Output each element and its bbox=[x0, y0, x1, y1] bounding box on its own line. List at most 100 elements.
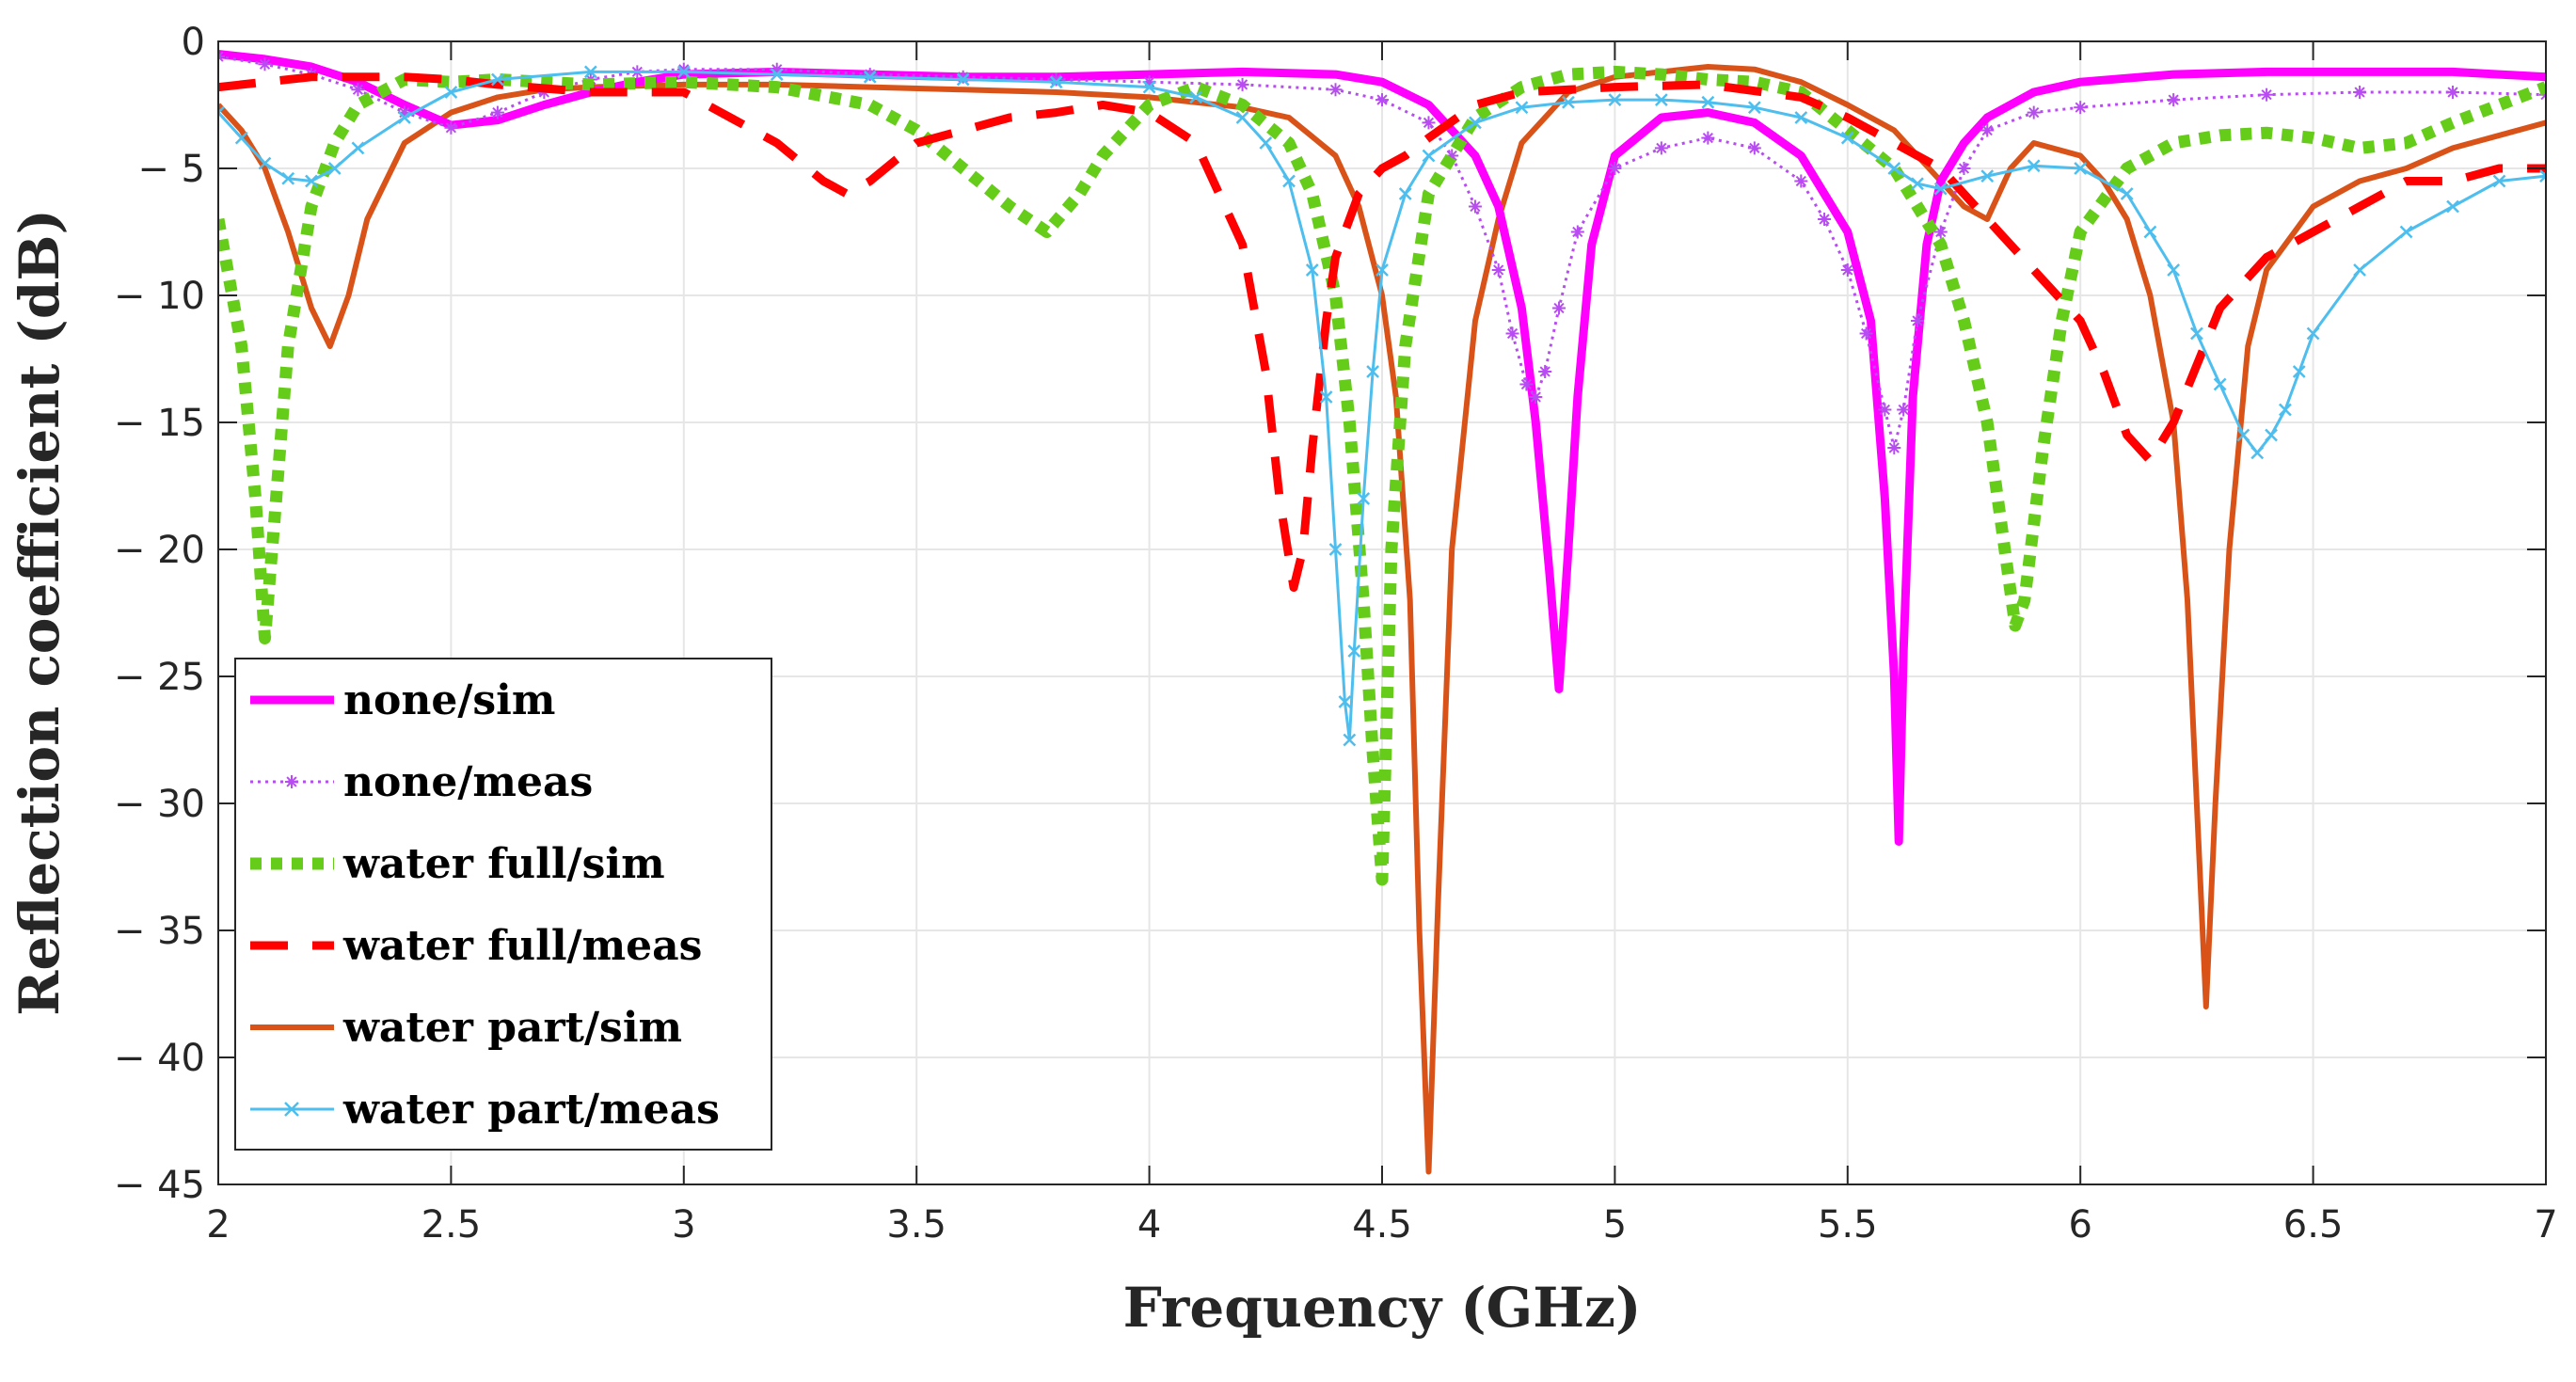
legend-marker-5 bbox=[284, 1102, 299, 1117]
marker-stroke bbox=[286, 776, 297, 787]
marker-stroke bbox=[1236, 79, 1248, 90]
series-5-marker-49 bbox=[2167, 263, 2181, 277]
series-5-marker-5 bbox=[327, 162, 342, 175]
series-1-marker-34 bbox=[1818, 213, 1832, 226]
series-5-marker-32 bbox=[1469, 116, 1482, 130]
marker-stroke bbox=[1842, 264, 1853, 276]
series-1-marker-31 bbox=[1701, 131, 1715, 145]
marker-stroke bbox=[1259, 136, 1273, 150]
series-1-marker-40 bbox=[1911, 314, 1925, 327]
series-5-marker-31 bbox=[1422, 149, 1436, 163]
marker-stroke bbox=[1747, 101, 1761, 115]
series-5-marker-20 bbox=[1282, 174, 1296, 188]
marker-stroke bbox=[218, 105, 225, 115]
marker-stroke bbox=[1572, 226, 1583, 238]
series-5-marker-56 bbox=[2292, 365, 2306, 378]
series-5-marker-61 bbox=[2492, 174, 2506, 188]
marker-stroke bbox=[2279, 403, 2292, 417]
marker-stroke bbox=[2399, 225, 2413, 239]
marker-stroke bbox=[1305, 263, 1319, 277]
x-axis-label: Frequency (GHz) bbox=[1123, 1276, 1642, 1340]
marker-stroke bbox=[2354, 87, 2365, 98]
series-1-marker-21 bbox=[1468, 199, 1482, 214]
marker-stroke bbox=[1343, 733, 1357, 747]
marker-stroke bbox=[2539, 169, 2546, 178]
series-5-marker-6 bbox=[351, 141, 365, 155]
series-5-marker-36 bbox=[1654, 93, 1668, 106]
series-5-marker-62 bbox=[2539, 169, 2546, 183]
x-tick-label-2: 3 bbox=[672, 1203, 695, 1247]
marker-stroke bbox=[1912, 315, 1923, 326]
y-tick-label-9: − 45 bbox=[114, 1164, 205, 1207]
marker-stroke bbox=[445, 122, 457, 134]
series-5-marker-33 bbox=[1515, 101, 1529, 115]
series-5-marker-44 bbox=[1980, 169, 1995, 183]
marker-stroke bbox=[1933, 182, 1948, 196]
marker-stroke bbox=[352, 84, 364, 95]
series-5-marker-8 bbox=[444, 86, 458, 99]
series-1-marker-14 bbox=[1049, 72, 1063, 87]
legend-marker-1 bbox=[285, 775, 298, 788]
x-tick-label-6: 5 bbox=[1603, 1203, 1627, 1247]
y-tick-label-8: − 40 bbox=[114, 1037, 205, 1080]
x-tick-label-1: 2.5 bbox=[421, 1203, 482, 1247]
series-1-marker-36 bbox=[1859, 326, 1873, 341]
marker-stroke bbox=[2492, 174, 2506, 188]
series-5-marker-34 bbox=[1562, 95, 1575, 109]
series-5-marker-2 bbox=[258, 156, 272, 170]
axis-ticks: 2 2.5 3 3.5 4 4.5 5 5.5 6 6.5 7 0 − 5 − 10 − 15 − 20 − 2… bbox=[114, 21, 2558, 1247]
marker-stroke bbox=[218, 51, 224, 58]
marker-stroke bbox=[1609, 163, 1621, 174]
series-5-marker-38 bbox=[1747, 101, 1761, 115]
marker-stroke bbox=[398, 111, 411, 124]
series-5-marker-29 bbox=[1375, 263, 1389, 277]
marker-stroke bbox=[2075, 102, 2086, 113]
series-3 bbox=[218, 72, 2546, 592]
series-5-marker-55 bbox=[2279, 403, 2292, 417]
marker-stroke bbox=[1366, 365, 1379, 378]
legend-label-3: water full/meas bbox=[342, 922, 702, 970]
series-1-marker-26 bbox=[1538, 365, 1552, 378]
series-5-marker-40 bbox=[1840, 131, 1854, 145]
series-5-marker-25 bbox=[1343, 733, 1357, 747]
marker-stroke bbox=[2540, 93, 2546, 101]
marker-stroke bbox=[1898, 404, 1909, 416]
marker-stroke bbox=[1422, 149, 1436, 163]
marker-stroke bbox=[956, 72, 970, 87]
series-5-marker-9 bbox=[490, 72, 504, 87]
marker-stroke bbox=[444, 86, 458, 99]
series-5-marker-10 bbox=[583, 65, 597, 79]
series-5-marker-30 bbox=[1398, 187, 1412, 200]
marker-stroke bbox=[676, 65, 691, 79]
legend-box bbox=[234, 658, 772, 1151]
marker-stroke bbox=[327, 162, 342, 175]
series-5-marker-35 bbox=[1608, 93, 1622, 106]
series-1-marker-6 bbox=[490, 105, 504, 119]
marker-stroke bbox=[1879, 404, 1890, 416]
marker-stroke bbox=[770, 68, 784, 81]
marker-stroke bbox=[1282, 174, 1296, 188]
series-1-marker-47 bbox=[2260, 87, 2274, 102]
marker-stroke bbox=[1329, 84, 1342, 95]
marker-stroke bbox=[2261, 89, 2272, 101]
series-5-marker-0 bbox=[218, 105, 225, 119]
marker-stroke bbox=[1515, 101, 1529, 115]
marker-stroke bbox=[1654, 93, 1668, 106]
legend-item-3: water full/meas bbox=[250, 922, 702, 970]
series-5-marker-3 bbox=[281, 171, 295, 185]
marker-stroke bbox=[2143, 225, 2157, 239]
marker-stroke bbox=[1794, 111, 1808, 124]
x-tick-label-8: 6 bbox=[2068, 1203, 2091, 1247]
series-5-marker-52 bbox=[2236, 428, 2250, 442]
series-1-marker-45 bbox=[2074, 101, 2088, 115]
series-1-marker-44 bbox=[2027, 105, 2041, 119]
marker-stroke bbox=[1338, 695, 1352, 708]
series-5-marker-48 bbox=[2143, 225, 2157, 239]
marker-stroke bbox=[2213, 377, 2227, 391]
series-5-marker-16 bbox=[1142, 80, 1156, 94]
y-tick-label-0: 0 bbox=[182, 21, 205, 64]
marker-stroke bbox=[234, 131, 248, 145]
x-tick-label-0: 2 bbox=[206, 1203, 230, 1247]
marker-stroke bbox=[218, 55, 224, 62]
series-line-3 bbox=[218, 72, 2546, 592]
